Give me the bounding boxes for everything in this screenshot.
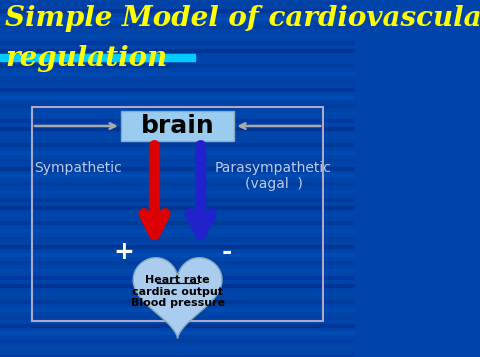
Text: Simple Model of cardiovascular: Simple Model of cardiovascular: [5, 5, 480, 32]
Text: brain: brain: [141, 114, 215, 138]
FancyBboxPatch shape: [121, 111, 234, 141]
Text: cardiac output: cardiac output: [132, 287, 223, 297]
Text: Blood pressure: Blood pressure: [131, 298, 225, 308]
Polygon shape: [133, 258, 222, 338]
Text: +: +: [114, 240, 135, 264]
Bar: [32, 107, 323, 321]
Text: regulation: regulation: [5, 45, 168, 72]
Text: Sympathetic: Sympathetic: [34, 161, 122, 175]
Text: Parasympathetic: Parasympathetic: [215, 161, 332, 175]
Text: Heart rate: Heart rate: [145, 275, 210, 285]
Bar: [0, 54, 195, 61]
Text: -: -: [222, 240, 232, 264]
Text: (vagal  ): (vagal ): [244, 177, 302, 191]
